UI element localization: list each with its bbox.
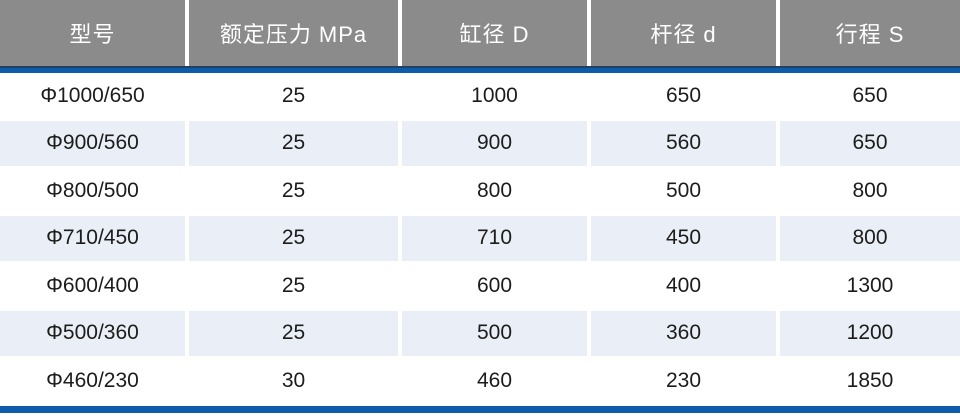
- table-cell: 450: [591, 215, 780, 261]
- model-cell: Φ460/230: [0, 358, 189, 404]
- table-header-row: 型号 额定压力 MPa 缸径 D 杆径 d 行程 S: [0, 0, 960, 66]
- table-cell: 650: [780, 73, 960, 119]
- table-cell: 900: [402, 120, 591, 166]
- table-cell: 360: [591, 310, 780, 356]
- table-cell: 800: [780, 215, 960, 261]
- table-cell: 1200: [780, 310, 960, 356]
- table-cell: 400: [591, 263, 780, 309]
- table-row: Φ800/500 25 800 500 800: [0, 168, 960, 216]
- table-cell: 800: [402, 168, 591, 214]
- model-cell: Φ600/400: [0, 263, 189, 309]
- table-cell: 25: [189, 215, 402, 261]
- table-row: Φ600/400 25 600 400 1300: [0, 263, 960, 311]
- model-cell: Φ900/560: [0, 120, 189, 166]
- table-cell: 25: [189, 73, 402, 119]
- table-cell: 230: [591, 358, 780, 404]
- table-cell: 560: [591, 120, 780, 166]
- table-cell: 460: [402, 358, 591, 404]
- table-cell: 710: [402, 215, 591, 261]
- table-cell: 25: [189, 168, 402, 214]
- table-cell: 800: [780, 168, 960, 214]
- table-cell: 30: [189, 358, 402, 404]
- table-body: Φ1000/650 25 1000 650 650 Φ900/560 25 900 560 650…: [0, 73, 960, 406]
- table-cell: 500: [402, 310, 591, 356]
- table-cell: 500: [591, 168, 780, 214]
- column-header: 杆径 d: [591, 0, 780, 66]
- model-cell: Φ500/360: [0, 310, 189, 356]
- table-row: Φ1000/650 25 1000 650 650: [0, 73, 960, 121]
- model-cell: Φ710/450: [0, 215, 189, 261]
- table-row: Φ710/450 25 710 450 800: [0, 215, 960, 263]
- column-header: 缸径 D: [402, 0, 591, 66]
- table-cell: 650: [780, 120, 960, 166]
- table-row: Φ500/360 25 500 360 1200: [0, 310, 960, 358]
- header-accent-bar: [0, 66, 960, 73]
- table-cell: 25: [189, 310, 402, 356]
- column-header: 型号: [0, 0, 189, 66]
- table-row: Φ460/230 30 460 230 1850: [0, 358, 960, 406]
- table-cell: 1300: [780, 263, 960, 309]
- table-cell: 1000: [402, 73, 591, 119]
- table-cell: 600: [402, 263, 591, 309]
- table-cell: 25: [189, 263, 402, 309]
- bottom-accent-bar: [0, 405, 960, 413]
- column-header: 行程 S: [780, 0, 960, 66]
- table-cell: 650: [591, 73, 780, 119]
- table-row: Φ900/560 25 900 560 650: [0, 120, 960, 168]
- model-cell: Φ800/500: [0, 168, 189, 214]
- column-header: 额定压力 MPa: [189, 0, 402, 66]
- table-cell: 25: [189, 120, 402, 166]
- table-cell: 1850: [780, 358, 960, 404]
- model-cell: Φ1000/650: [0, 73, 189, 119]
